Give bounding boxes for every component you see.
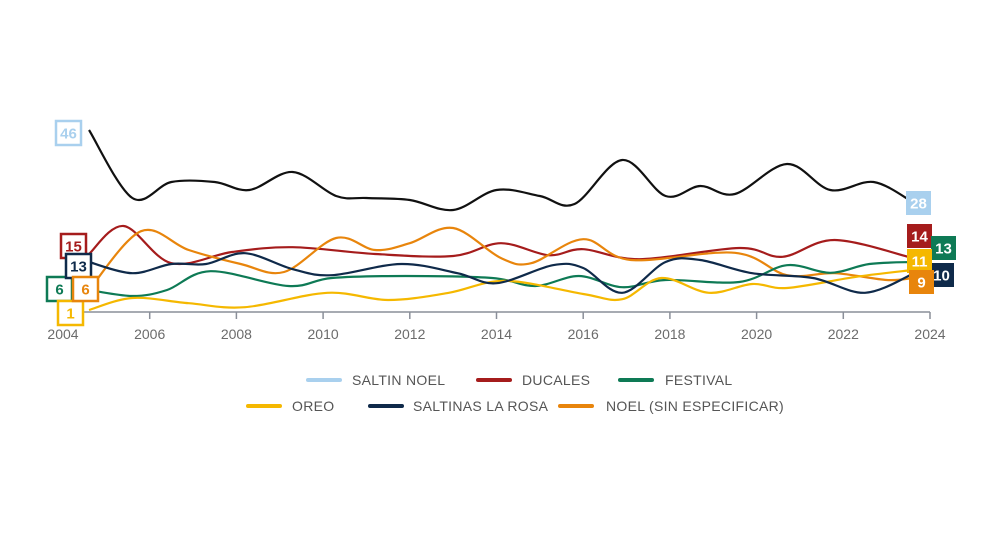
legend-label: DUCALES [522, 372, 590, 388]
series-line-festival [88, 260, 913, 298]
series-line-saltinas-la-rosa [88, 252, 914, 294]
start-value-label: 15 [65, 239, 82, 256]
start-value-label: 6 [81, 282, 89, 299]
start-label-box [54, 119, 83, 147]
end-value-label: 10 [933, 268, 950, 285]
series-line-oreo [88, 268, 913, 312]
x-tick-label: 2010 [308, 326, 339, 342]
legend-label: SALTINAS LA ROSA [413, 398, 549, 414]
start-value-label: 46 [60, 126, 77, 143]
x-tick-label: 2020 [741, 326, 772, 342]
x-tick-label: 2018 [654, 326, 685, 342]
x-tick-label: 2008 [221, 326, 252, 342]
start-value-label: 6 [55, 282, 63, 299]
series-line-saltin-noel [88, 129, 914, 212]
legend-label: SALTIN NOEL [352, 372, 445, 388]
x-tick-label: 2016 [568, 326, 599, 342]
x-tick-label: 2012 [394, 326, 425, 342]
end-value-label: 14 [911, 229, 928, 246]
end-value-label: 11 [912, 254, 928, 271]
value-labels: 46 15 61 13 6 14 10 13 11 9 28 [45, 119, 956, 327]
end-label-box [907, 249, 932, 273]
x-tick-label: 2004 [47, 326, 78, 342]
x-tick-label: 2014 [481, 326, 512, 342]
end-label-box [909, 270, 934, 294]
end-value-label: 9 [917, 275, 925, 292]
legend-label: NOEL (SIN ESPECIFICAR) [606, 398, 784, 414]
start-label-box [71, 275, 100, 303]
x-tick-label: 2006 [134, 326, 165, 342]
series-lines [88, 129, 914, 312]
legend-label: FESTIVAL [665, 372, 733, 388]
end-label-box [907, 224, 932, 248]
start-value-label: 13 [70, 259, 87, 276]
legend: SALTIN NOEL DUCALES FESTIVAL OREO SALTINAS L… [246, 372, 784, 414]
end-label-box [931, 236, 956, 260]
x-tick-label: 2022 [828, 326, 859, 342]
x-tick-label: 2024 [914, 326, 945, 342]
start-value-label: 1 [66, 306, 74, 323]
x-axis: 2004 2006 2008 2010 2012 2014 2016 2018 2020 2022… [47, 311, 946, 342]
end-value-label: 28 [910, 196, 927, 213]
legend-label: OREO [292, 398, 334, 414]
series-line-ducales [88, 224, 913, 266]
end-value-label: 13 [935, 241, 952, 258]
start-label-box [56, 299, 85, 327]
end-label-box [906, 191, 931, 215]
